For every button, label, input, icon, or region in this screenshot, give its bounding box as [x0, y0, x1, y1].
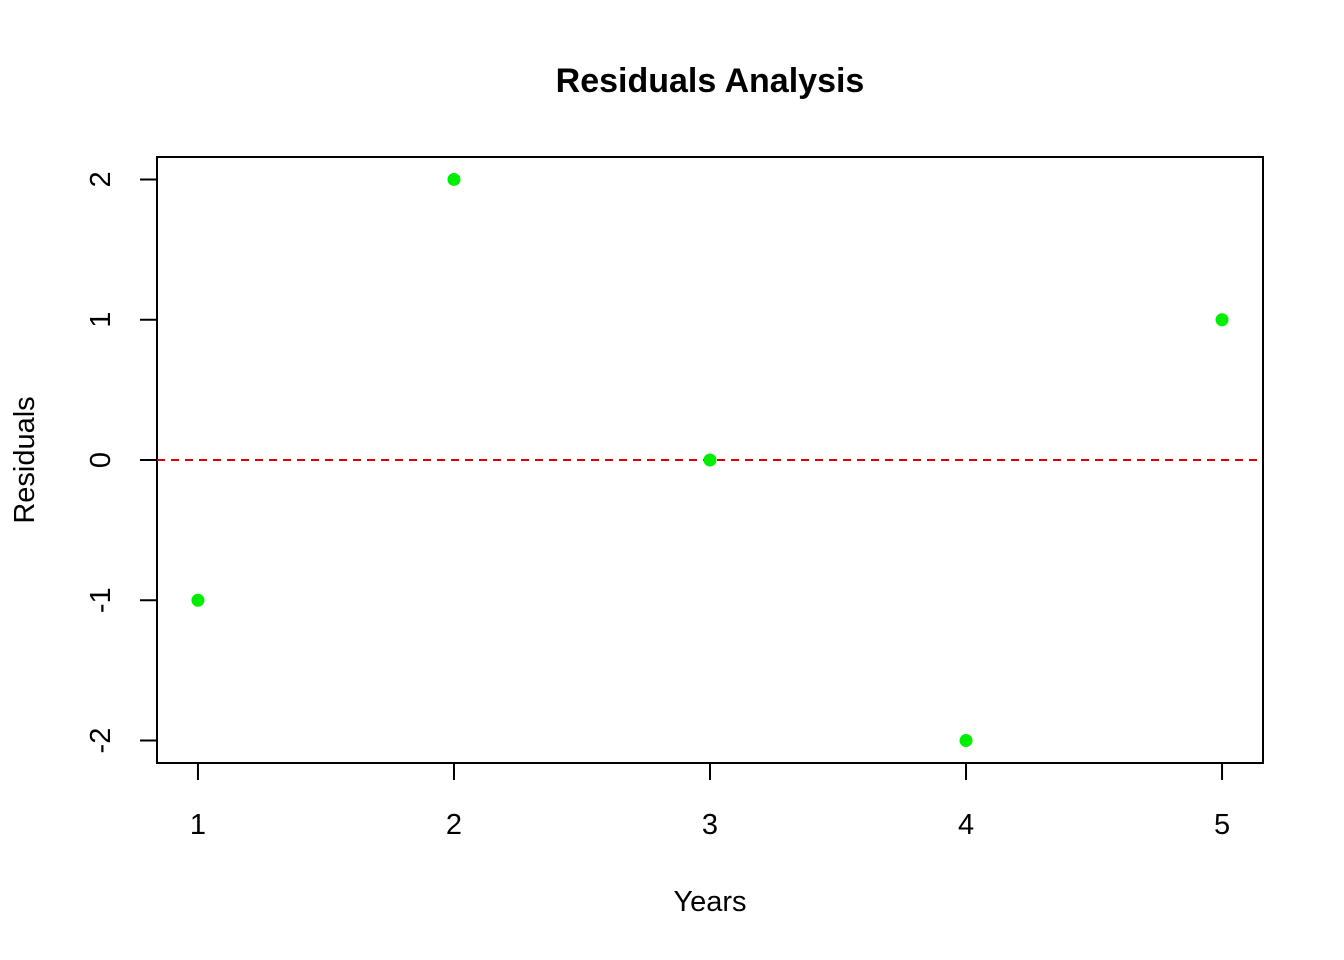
- data-point: [959, 734, 973, 748]
- data-point: [1215, 313, 1229, 327]
- x-tick-label: 2: [446, 809, 462, 841]
- y-tick-label: -1: [85, 587, 117, 613]
- data-points: [191, 172, 1229, 748]
- chart-title: Residuals Analysis: [556, 62, 865, 100]
- x-tick-label: 5: [1214, 809, 1230, 841]
- x-tick-label: 4: [958, 809, 974, 841]
- data-point: [447, 172, 461, 186]
- y-tick-label: -2: [85, 728, 117, 754]
- y-tick-label: 0: [85, 452, 117, 468]
- x-axis: 1 2 3 4 5: [190, 762, 1230, 841]
- data-point: [703, 453, 717, 467]
- y-tick-label: 2: [85, 171, 117, 187]
- y-axis: -2 -1 0 1 2: [85, 171, 158, 754]
- y-tick-label: 1: [85, 312, 117, 328]
- y-axis-label: Residuals: [9, 396, 41, 523]
- x-axis-label: Years: [673, 886, 746, 918]
- data-point: [191, 593, 205, 607]
- x-tick-label: 1: [190, 809, 206, 841]
- x-tick-label: 3: [702, 809, 718, 841]
